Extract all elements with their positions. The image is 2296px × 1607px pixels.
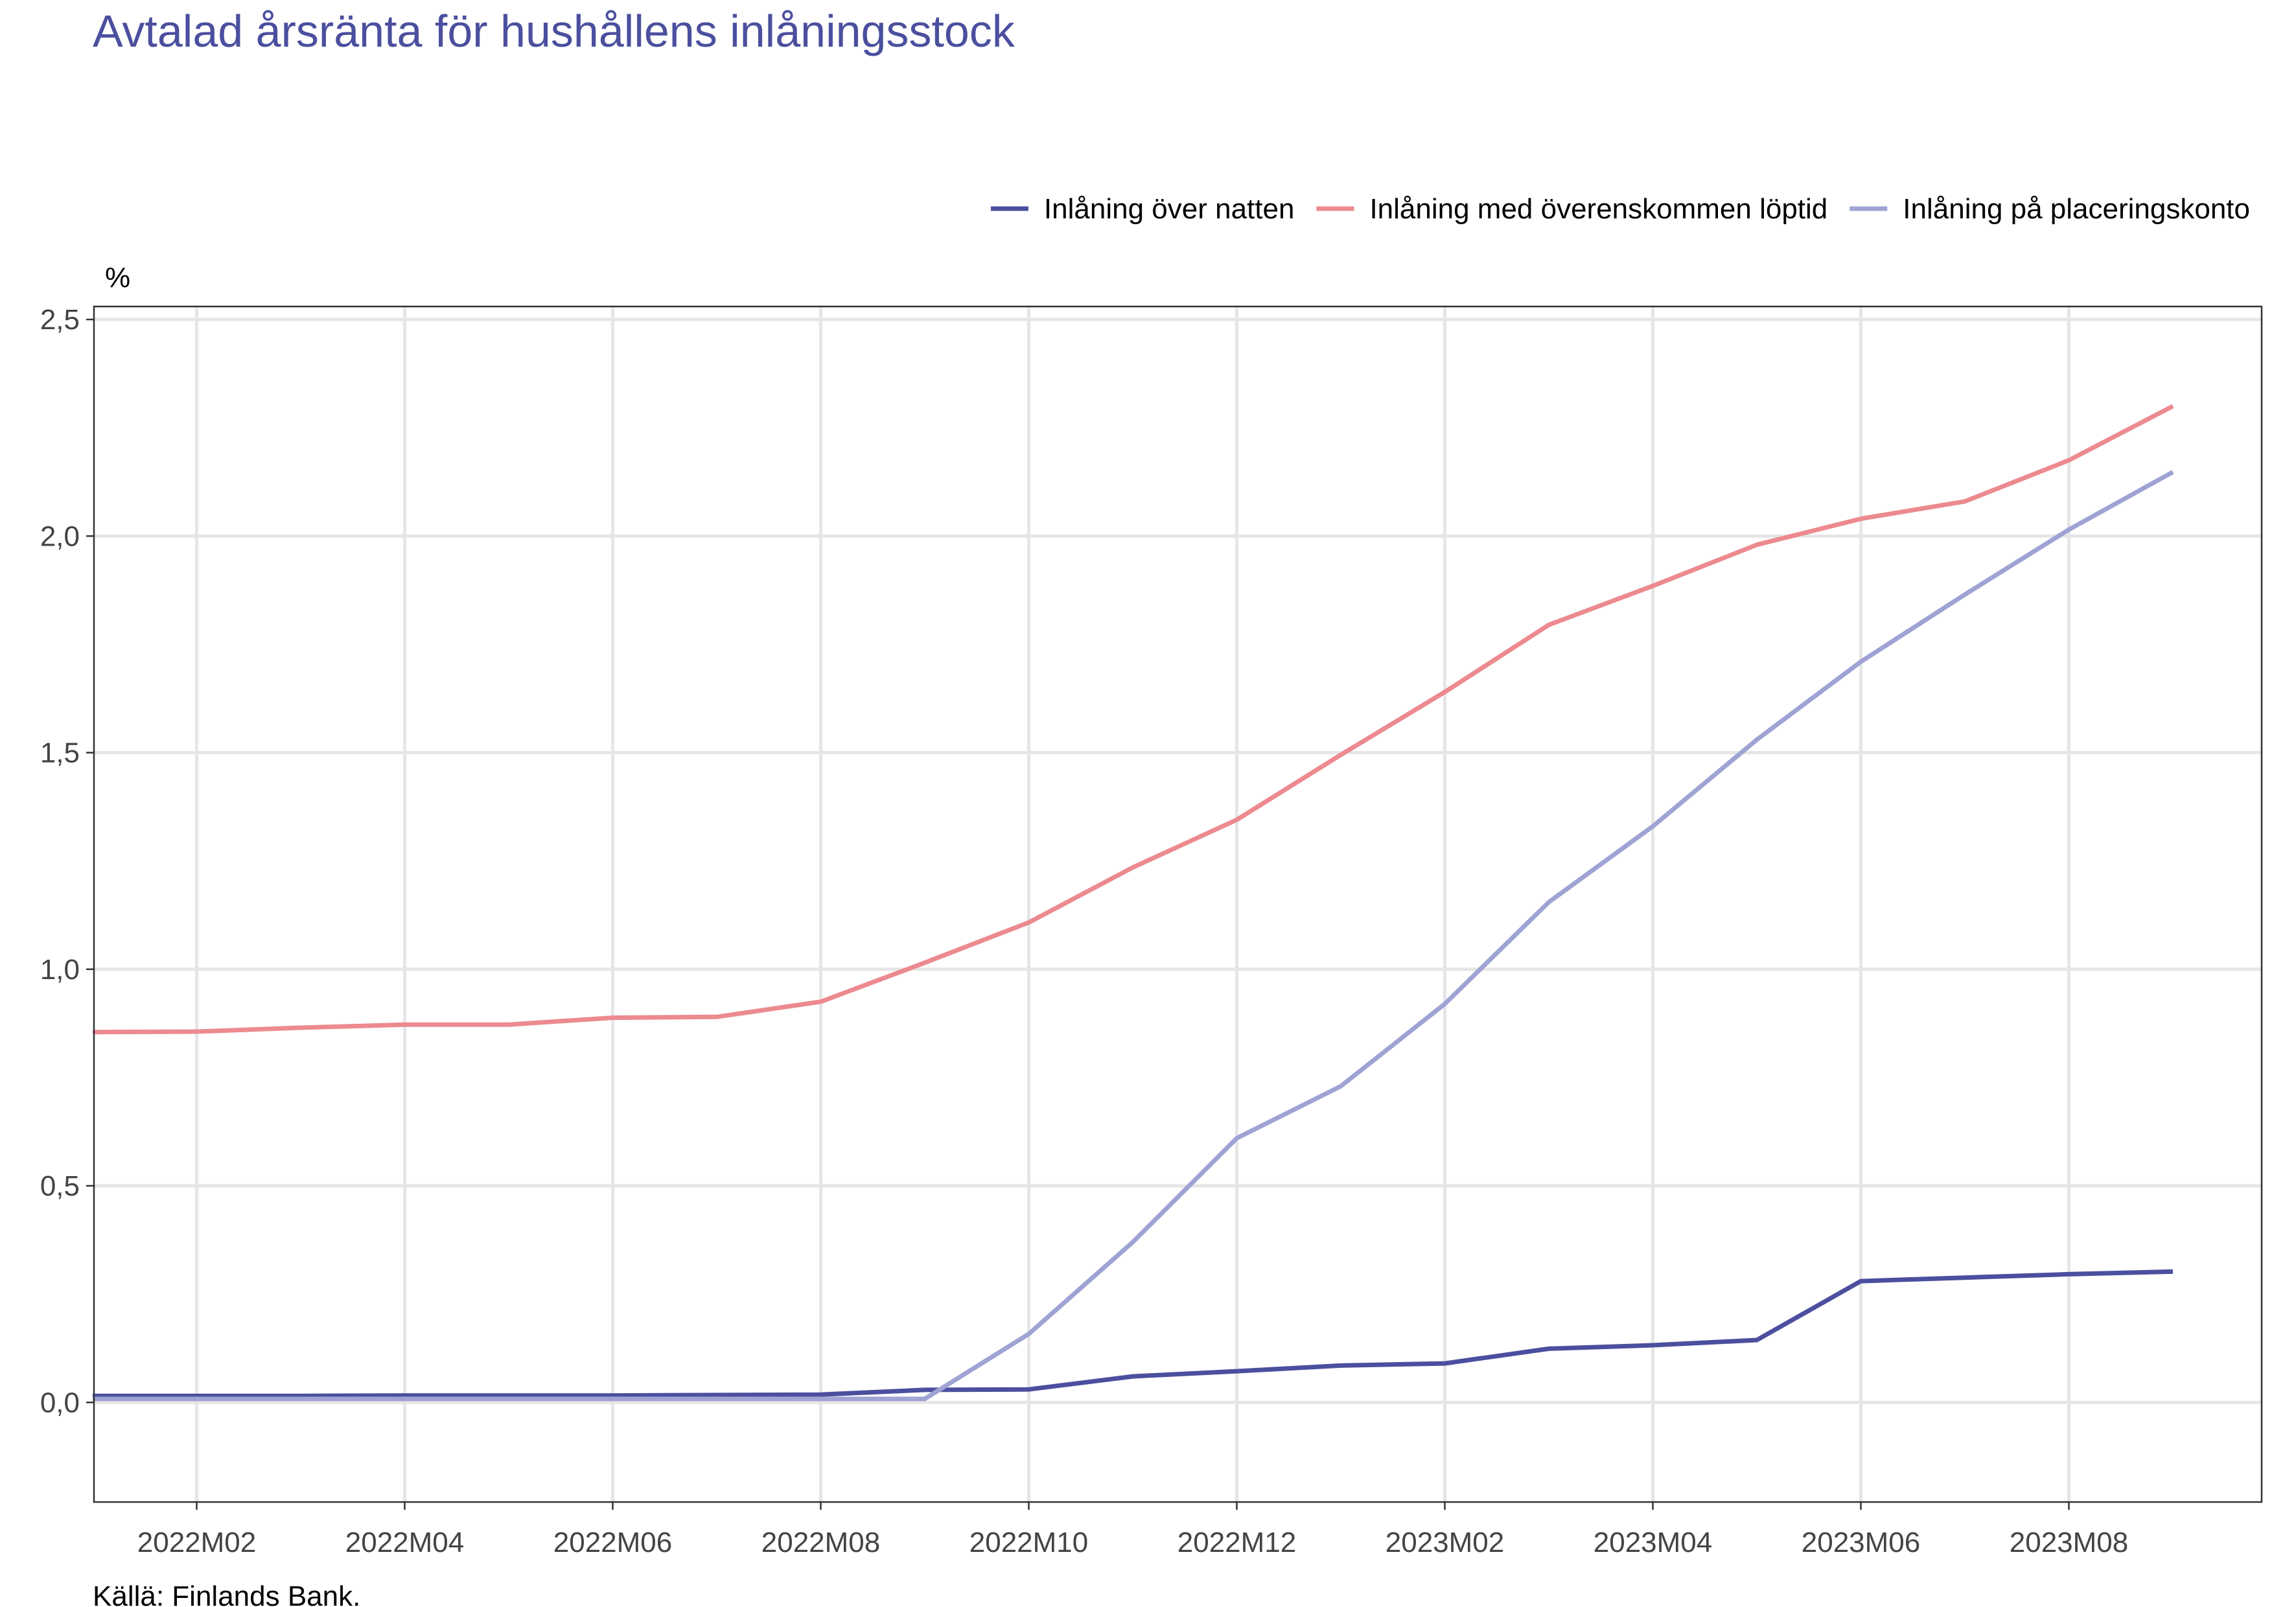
grid [94,306,2262,1502]
x-tick-label: 2022M10 [969,1527,1088,1558]
legend-label-2: Inlåning med överenskommen löptid [1369,193,1827,225]
y-axis-unit-label: % [105,262,130,294]
y-tick-label: 0,0 [40,1387,80,1418]
series-line-1 [93,1269,2174,1398]
x-tick-label: 2022M08 [761,1527,880,1558]
series-line-2 [92,404,2174,1035]
x-tick-label: 2023M04 [1594,1527,1712,1558]
series-lines [92,404,2174,1402]
x-tick-label: 2022M04 [345,1527,464,1558]
y-tick-label: 1,5 [40,737,80,769]
x-tick-label: 2022M12 [1177,1527,1296,1558]
legend: Inlåning över natten Inlåning med överens… [990,193,2250,225]
x-tick-label: 2023M02 [1386,1527,1504,1558]
series-line-3 [93,470,2174,1402]
y-tick-label: 2,5 [40,304,80,336]
y-tick-label: 0,5 [40,1170,80,1202]
x-tick-label: 2023M06 [1802,1527,1920,1558]
plot-frame [93,305,2263,1503]
x-tick-label: 2022M06 [553,1527,672,1558]
legend-label-3: Inlåning på placeringskonto [1903,193,2250,225]
y-tick-label: 1,0 [40,954,80,986]
source-note: Källä: Finlands Bank. [93,1580,360,1607]
axis-ticks: 0,0 0,5 1,0 1,5 2,0 2,5 2022M02 2022M04 2022M06 2… [40,304,2128,1558]
x-tick-label: 2023M08 [2010,1527,2128,1558]
y-tick-label: 2,0 [40,520,80,552]
chart-title: Avtalad årsränta för hushållens inlåning… [93,6,1015,56]
x-tick-label: 2022M02 [137,1527,256,1558]
legend-label-1: Inlåning över natten [1044,193,1295,225]
